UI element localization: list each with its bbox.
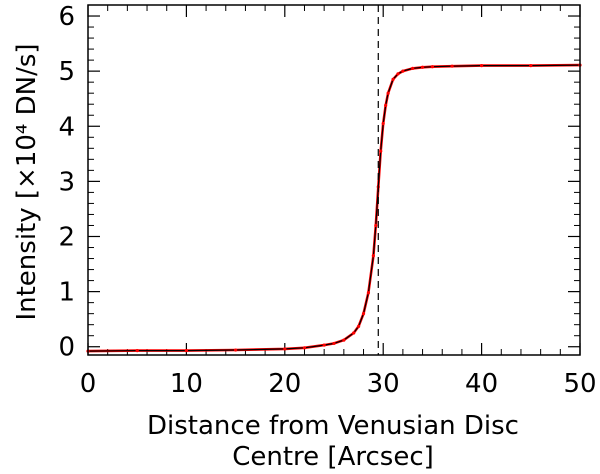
x-tick-label: 0 xyxy=(80,369,97,399)
data-point xyxy=(234,348,238,352)
y-tick-labels: 0 1 2 3 4 5 6 xyxy=(58,2,75,363)
data-point xyxy=(332,341,336,346)
fit-line xyxy=(87,64,581,352)
x-tick-label: 40 xyxy=(465,369,498,399)
y-tick-label: 4 xyxy=(58,112,75,142)
data-point xyxy=(374,223,378,228)
x-tick-label: 20 xyxy=(268,369,301,399)
series-layer xyxy=(86,5,582,355)
data-line xyxy=(87,63,581,353)
data-point xyxy=(342,338,346,342)
x-tick-label: 30 xyxy=(367,369,400,399)
data-point xyxy=(302,346,307,350)
axis-ticks xyxy=(87,5,581,355)
y-tick-label: 0 xyxy=(58,333,75,363)
x-axis-title-line2: Centre [Arcsec] xyxy=(232,442,434,472)
data-point xyxy=(184,348,188,353)
data-point xyxy=(411,66,415,70)
data-point xyxy=(384,103,388,107)
data-point xyxy=(396,72,400,76)
data-point xyxy=(391,77,395,82)
y-tick-label: 6 xyxy=(58,2,75,32)
data-point xyxy=(401,69,405,73)
data-point xyxy=(420,65,425,69)
x-tick-label: 50 xyxy=(563,369,596,399)
data-point xyxy=(322,343,326,347)
data-point xyxy=(361,312,366,316)
y-axis-title: Intensity [×10⁴ DN/s] xyxy=(12,43,42,320)
plot-frame xyxy=(87,4,581,356)
data-point xyxy=(450,64,454,68)
y-tick-label: 3 xyxy=(58,167,75,197)
data-point xyxy=(371,254,375,258)
data-point xyxy=(352,331,356,335)
y-tick-label: 1 xyxy=(58,278,75,308)
x-tick-labels: 0 10 20 30 40 50 xyxy=(80,369,597,399)
data-point xyxy=(357,324,361,328)
data-point xyxy=(135,348,139,353)
data-point xyxy=(379,149,383,153)
data-point xyxy=(529,64,533,68)
data-point xyxy=(366,291,371,295)
data-point xyxy=(430,65,434,69)
y-tick-label: 5 xyxy=(58,57,75,87)
data-point xyxy=(480,64,484,68)
data-point xyxy=(381,121,385,126)
y-tick-label: 2 xyxy=(58,222,75,252)
x-axis-title-line1: Distance from Venusian Disc xyxy=(147,411,519,441)
data-point xyxy=(283,347,287,351)
x-tick-label: 10 xyxy=(170,369,203,399)
data-point xyxy=(386,91,390,95)
